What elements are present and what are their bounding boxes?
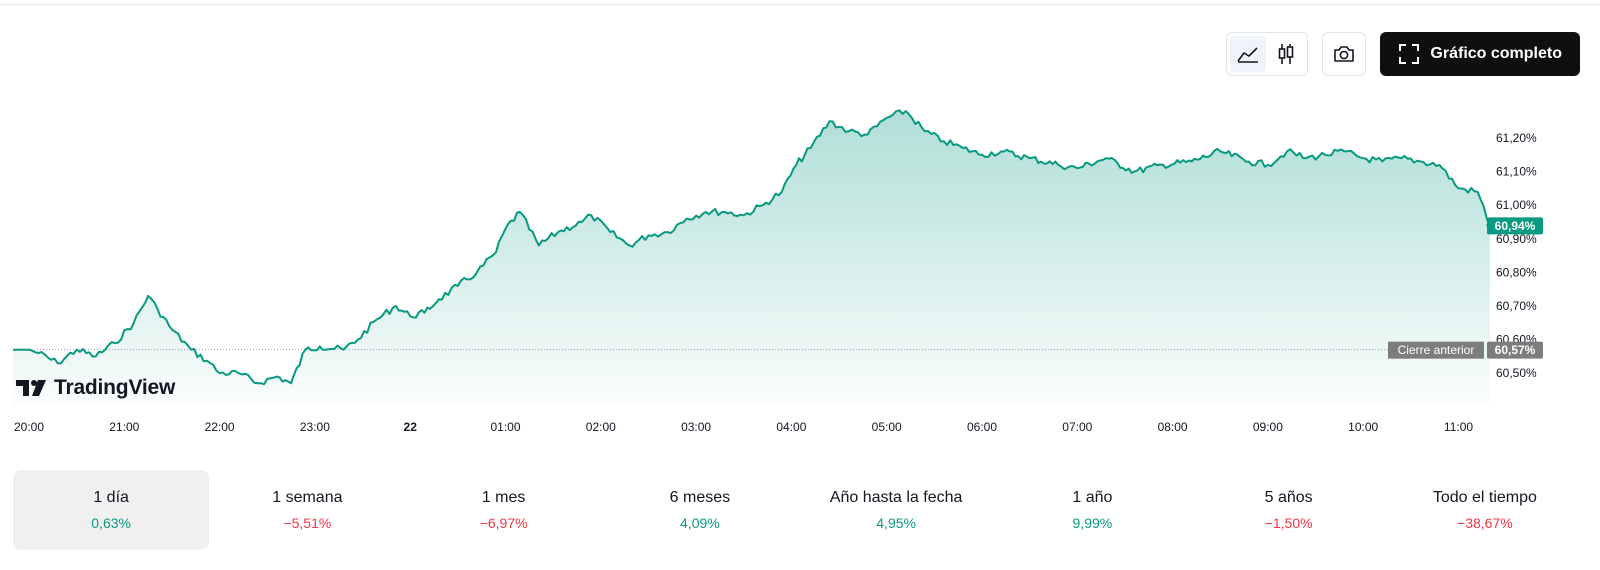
full-chart-button[interactable]: Gráfico completo	[1380, 32, 1580, 76]
period-option[interactable]: 1 año 9,99%	[994, 470, 1190, 550]
previous-close-badge	[1487, 341, 1543, 359]
y-tick-label: 61,20%	[1496, 131, 1537, 145]
x-tick-label: 07:00	[1062, 420, 1092, 434]
x-tick-label: 22	[404, 420, 418, 434]
y-tick-label: 61,10%	[1496, 165, 1537, 179]
period-change-value: −1,50%	[1264, 515, 1313, 531]
period-change-value: −5,51%	[283, 515, 332, 531]
x-tick-label: 22:00	[205, 420, 235, 434]
previous-close-tag	[1388, 341, 1484, 359]
period-selector: 1 día 0,63% 1 semana −5,51% 1 mes −6,97% 6 mes…	[13, 470, 1583, 550]
y-tick-label: 60,90%	[1496, 232, 1537, 246]
tradingview-logo[interactable]: TradingView	[16, 376, 175, 400]
period-option[interactable]: 1 día 0,63%	[13, 470, 210, 550]
tradingview-logo-text: TradingView	[54, 376, 176, 399]
period-option[interactable]: Todo el tiempo −38,67%	[1387, 470, 1583, 550]
y-tick-label: 61,00%	[1496, 198, 1537, 212]
yield-chart[interactable]: 61,20%61,10%61,00%60,90%60,80%60,70%60,6…	[0, 0, 1600, 450]
period-change-value: 0,63%	[91, 515, 131, 531]
period-option[interactable]: 1 semana −5,51%	[209, 470, 405, 550]
period-label: 1 semana	[272, 489, 343, 506]
period-change-value: −38,67%	[1457, 515, 1513, 531]
area-chart-button[interactable]	[1230, 36, 1267, 72]
period-label: 1 día	[93, 489, 129, 506]
period-option[interactable]: 6 meses 4,09%	[602, 470, 798, 550]
series-line	[13, 109, 1491, 386]
x-tick-label: 06:00	[967, 420, 997, 434]
x-tick-label: 02:00	[586, 420, 616, 434]
period-option[interactable]: 1 mes −6,97%	[406, 470, 602, 550]
chart-type-toggle	[1226, 32, 1309, 76]
candlestick-icon	[1279, 44, 1294, 64]
y-tick-label: 60,70%	[1496, 299, 1537, 313]
x-tick-label: 21:00	[109, 420, 139, 434]
period-label: 1 año	[1072, 489, 1113, 506]
x-tick-label: 10:00	[1348, 420, 1378, 434]
x-tick-label: 01:00	[490, 420, 520, 434]
last-value-badge	[1487, 217, 1543, 235]
y-tick-label: 60,80%	[1496, 265, 1537, 279]
previous-close-text: Cierre anterior	[1398, 343, 1475, 357]
y-tick-label: 60,50%	[1496, 366, 1537, 380]
period-change-value: 4,09%	[680, 515, 720, 531]
x-tick-label: 05:00	[872, 420, 902, 434]
camera-icon	[1334, 46, 1355, 62]
period-label: Todo el tiempo	[1432, 489, 1537, 506]
period-label: 5 años	[1264, 489, 1313, 506]
period-change-value: 9,99%	[1072, 515, 1113, 531]
top-divider	[0, 4, 1600, 5]
period-change-value: 4,95%	[876, 515, 916, 531]
area-fill	[13, 110, 1490, 407]
snapshot-button[interactable]	[1322, 32, 1367, 76]
x-tick-label: 23:00	[300, 420, 330, 434]
period-label: Año hasta la fecha	[829, 489, 963, 506]
x-tick-label: 03:00	[681, 420, 711, 434]
x-tick-label: 04:00	[776, 420, 806, 434]
period-label: 1 mes	[481, 489, 526, 506]
tradingview-logo-icon	[16, 380, 46, 396]
x-tick-label: 11:00	[1444, 420, 1473, 434]
fullscreen-icon	[1399, 44, 1420, 64]
x-tick-label: 08:00	[1158, 420, 1188, 434]
period-option[interactable]: Año hasta la fecha 4,95%	[798, 470, 994, 550]
candlestick-chart-button[interactable]	[1268, 36, 1304, 72]
full-chart-label: Gráfico completo	[1430, 45, 1562, 62]
previous-close-value: 60,57%	[1495, 343, 1536, 357]
x-tick-label: 20:00	[14, 420, 44, 434]
last-value-label: 60,94%	[1495, 219, 1536, 233]
x-tick-label: 09:00	[1253, 420, 1283, 434]
period-label: 6 meses	[669, 489, 731, 506]
period-option[interactable]: 5 años −1,50%	[1191, 470, 1387, 550]
period-change-value: −6,97%	[479, 515, 528, 531]
chart-toolbar: Gráfico completo	[1226, 32, 1580, 76]
area-chart-icon	[1237, 47, 1259, 63]
